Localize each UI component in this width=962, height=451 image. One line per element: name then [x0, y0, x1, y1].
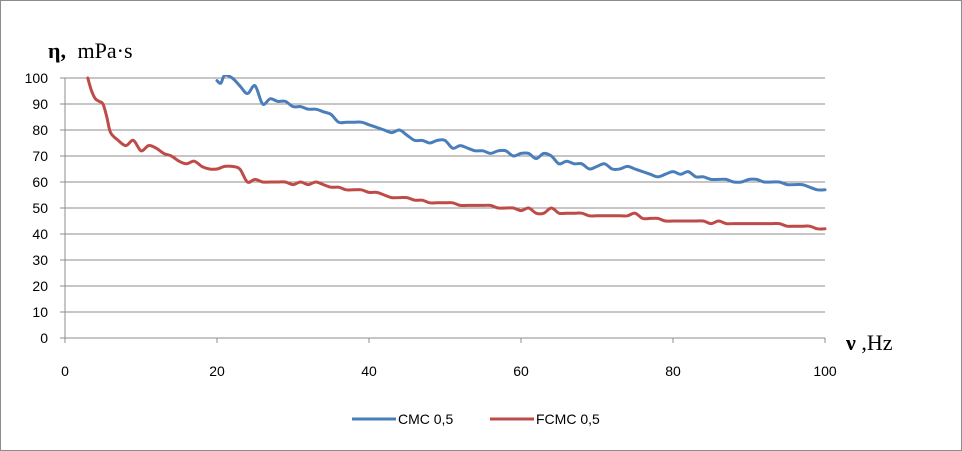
x-tick-label: 40 — [361, 363, 377, 379]
y-axis-unit: mPa·s — [78, 38, 133, 63]
x-tick-label: 20 — [209, 363, 225, 379]
y-tick-label: 80 — [32, 122, 48, 138]
gridlines — [60, 77, 826, 343]
x-tick-label: 80 — [665, 363, 681, 379]
y-tick-label: 10 — [32, 304, 48, 320]
y-axis-title: η, mPa·s — [48, 38, 133, 63]
x-tick-labels: 0 20 40 60 80 100 — [61, 363, 837, 379]
axes — [64, 78, 825, 339]
x-tick-label: 60 — [513, 363, 529, 379]
y-tick-label: 20 — [32, 278, 48, 294]
x-tick-label: 100 — [813, 363, 837, 379]
y-tick-label: 40 — [32, 226, 48, 242]
x-axis-symbol: ν — [845, 330, 856, 355]
y-tick-label: 90 — [32, 96, 48, 112]
x-tick-label: 0 — [61, 363, 69, 379]
x-axis-unit: ,Hz — [861, 330, 892, 355]
y-tick-labels: 0 10 20 30 40 50 60 70 80 90 100 — [25, 70, 49, 346]
series-line-0 — [215, 75, 827, 192]
series-line-1 — [86, 76, 827, 231]
y-tick-label: 70 — [32, 148, 48, 164]
y-tick-label: 100 — [25, 70, 49, 86]
x-axis-title: ν ,Hz — [845, 330, 893, 355]
y-tick-label: 50 — [32, 200, 48, 216]
y-tick-label: 0 — [40, 330, 48, 346]
legend-label-fcmc: FCMC 0,5 — [536, 411, 600, 427]
legend: CMC 0,5 FCMC 0,5 — [352, 411, 600, 427]
y-tick-label: 30 — [32, 252, 48, 268]
legend-label-cmc: CMC 0,5 — [398, 411, 453, 427]
y-axis-symbol: η, — [48, 38, 66, 63]
series-lines — [86, 75, 827, 231]
y-tick-label: 60 — [32, 174, 48, 190]
